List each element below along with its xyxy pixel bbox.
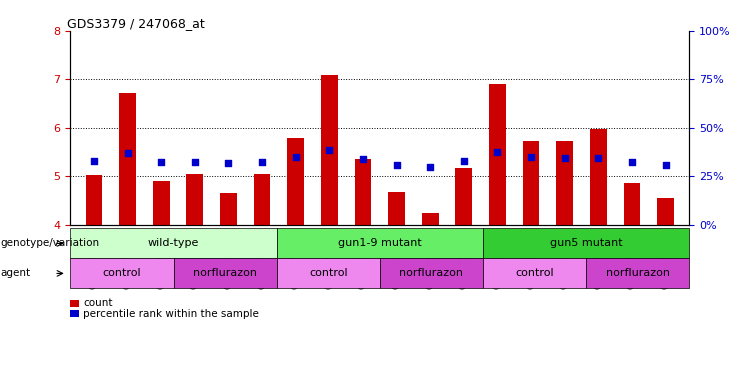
Point	[357, 156, 369, 162]
Point	[626, 159, 638, 165]
Bar	[489, 84, 506, 225]
Bar	[522, 141, 539, 225]
Bar	[556, 141, 573, 225]
Point	[491, 149, 503, 155]
Point	[525, 154, 537, 160]
Bar	[590, 129, 607, 225]
Point	[391, 161, 402, 167]
Bar	[85, 175, 102, 225]
Text: norflurazon: norflurazon	[193, 268, 257, 278]
Text: gun1-9 mutant: gun1-9 mutant	[338, 238, 422, 248]
Point	[425, 164, 436, 170]
Point	[88, 157, 100, 164]
Text: percentile rank within the sample: percentile rank within the sample	[83, 309, 259, 319]
Bar	[624, 184, 640, 225]
Text: control: control	[515, 268, 554, 278]
Point	[256, 159, 268, 165]
Bar	[153, 181, 170, 225]
Text: norflurazon: norflurazon	[399, 268, 463, 278]
Point	[592, 155, 604, 161]
Text: agent: agent	[1, 268, 31, 278]
Bar	[187, 174, 203, 225]
Bar	[253, 174, 270, 225]
Text: control: control	[103, 268, 142, 278]
Bar	[220, 193, 237, 225]
Point	[458, 157, 470, 164]
Text: count: count	[83, 298, 113, 308]
Point	[156, 159, 167, 165]
Point	[222, 160, 234, 166]
Bar	[321, 75, 338, 225]
Text: control: control	[309, 268, 348, 278]
Text: GDS3379 / 247068_at: GDS3379 / 247068_at	[67, 17, 205, 30]
Bar	[456, 168, 472, 225]
Point	[659, 162, 671, 169]
Point	[559, 155, 571, 161]
Bar	[388, 192, 405, 225]
Point	[323, 147, 335, 154]
Text: norflurazon: norflurazon	[605, 268, 670, 278]
Bar	[288, 138, 304, 225]
Point	[189, 159, 201, 165]
Bar	[354, 159, 371, 225]
Point	[290, 154, 302, 160]
Point	[122, 150, 133, 156]
Text: genotype/variation: genotype/variation	[1, 238, 100, 248]
Text: wild-type: wild-type	[148, 238, 199, 248]
Bar	[657, 198, 674, 225]
Bar	[119, 93, 136, 225]
Bar	[422, 212, 439, 225]
Text: gun5 mutant: gun5 mutant	[550, 238, 622, 248]
